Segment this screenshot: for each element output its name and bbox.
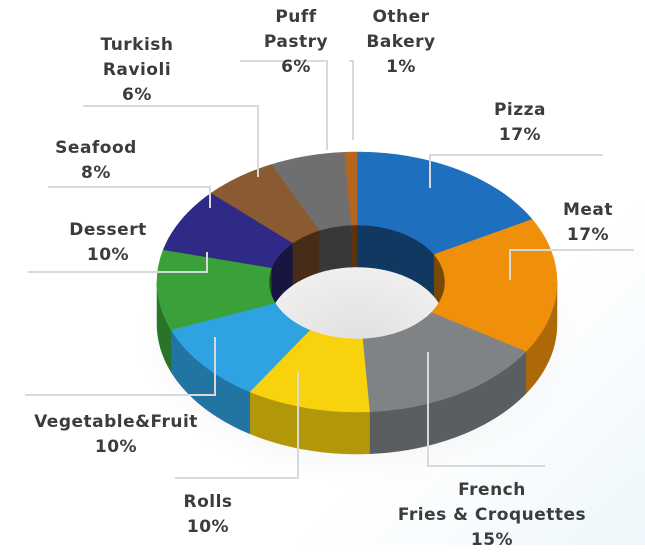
label-puff-name: Pastry <box>263 32 329 52</box>
label-rolls-value: 10% <box>186 517 230 537</box>
label-pizza-value: 17% <box>498 125 542 145</box>
label-pizza: Pizza 17% <box>494 98 546 148</box>
label-ravioli-name: Ravioli <box>102 60 172 80</box>
label-fries-value: 15% <box>470 530 514 550</box>
label-puff-name: Puff <box>275 7 317 27</box>
leader-line-ravioli <box>83 105 259 177</box>
label-seafood: Seafood 8% <box>55 136 137 186</box>
label-vegfruit-name: Vegetable&Fruit <box>34 412 198 432</box>
label-dessert: Dessert 10% <box>69 218 146 268</box>
leader-line-pizza <box>429 154 603 188</box>
label-ravioli: Turkish Ravioli 6% <box>100 33 173 108</box>
label-ravioli-value: 6% <box>122 85 152 105</box>
label-puff-value: 6% <box>281 57 311 77</box>
label-fries-name: Fries & Croquettes <box>397 505 587 525</box>
label-seafood-value: 8% <box>81 163 111 183</box>
leader-line-vegfruit <box>25 337 216 396</box>
label-meat-value: 17% <box>566 225 610 245</box>
label-dessert-name: Dessert <box>69 220 147 240</box>
leader-line-rolls <box>175 372 299 479</box>
slice-inner-wall-other-b <box>351 224 358 268</box>
label-pizza-name: Pizza <box>493 100 547 120</box>
label-dessert-value: 10% <box>86 245 130 265</box>
slice-other <box>344 151 358 226</box>
leader-line-fries <box>427 352 545 467</box>
label-rolls: Rolls 10% <box>183 490 232 540</box>
label-vegfruit-value: 10% <box>94 437 138 457</box>
label-other-name: Bakery <box>366 32 436 52</box>
label-vegfruit: Vegetable&Fruit 10% <box>34 410 198 460</box>
leader-line-meat <box>509 249 634 280</box>
label-puff: Puff Pastry 6% <box>264 5 328 80</box>
slice-inner-wall-puff-b <box>319 224 352 273</box>
label-other-name: Other <box>372 7 430 27</box>
label-other-value: 1% <box>386 57 416 77</box>
label-meat: Meat 17% <box>563 198 613 248</box>
leader-line-dessert <box>28 252 208 273</box>
label-other: Other Bakery 1% <box>366 5 435 80</box>
label-seafood-name: Seafood <box>55 138 137 158</box>
leader-line-puff <box>240 60 328 150</box>
label-meat-name: Meat <box>562 200 614 220</box>
leader-line-seafood <box>48 186 211 208</box>
label-fries-name: French <box>458 480 526 500</box>
label-ravioli-name: Turkish <box>100 35 174 55</box>
label-rolls-name: Rolls <box>183 492 233 512</box>
leader-line-other <box>349 60 354 140</box>
label-fries: French Fries & Croquettes 15% <box>398 478 586 553</box>
